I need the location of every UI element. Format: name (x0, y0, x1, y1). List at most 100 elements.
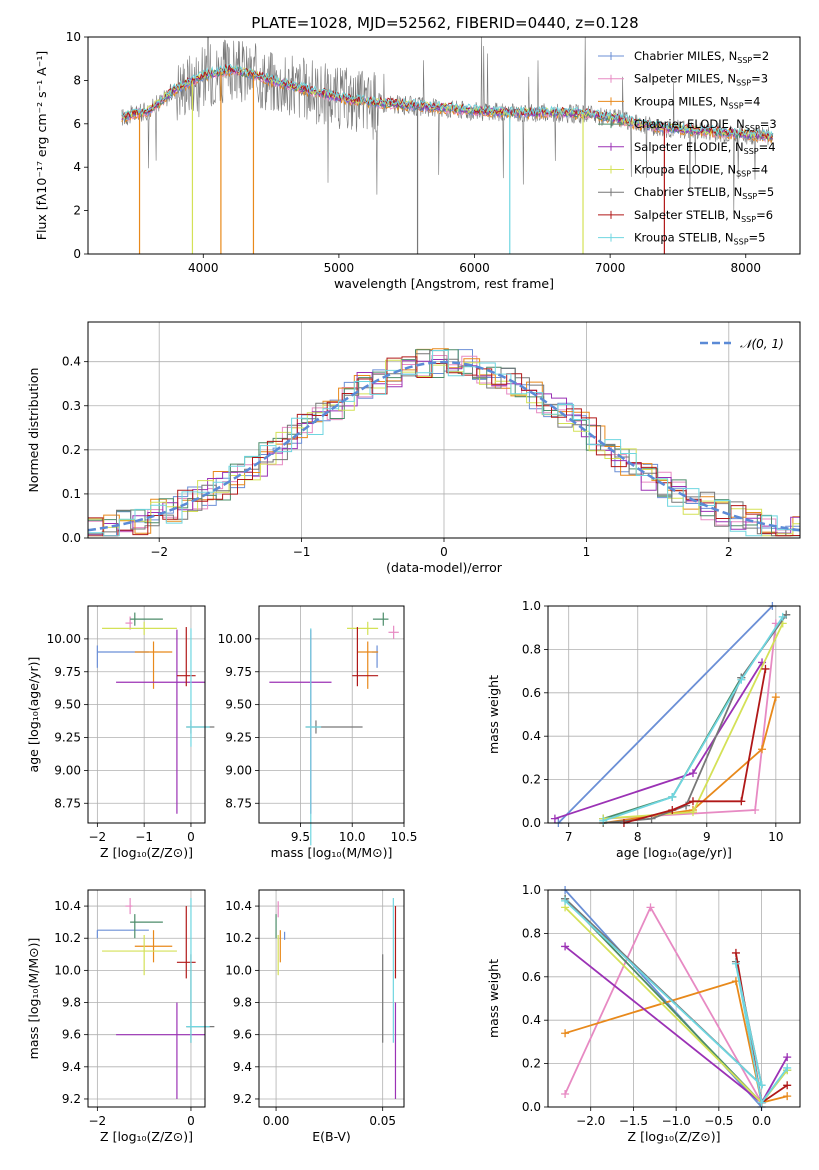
legend-entry: Kroupa STELIB, NSSP=5 (634, 231, 765, 247)
x-tick-label: 10.0 (339, 830, 366, 844)
y-tick-label: 9.00 (225, 763, 252, 777)
y-tick-label: 10.00 (218, 632, 252, 646)
kroupa_stelib-weight-marker (757, 1098, 766, 1107)
x-tick-label: −1.5 (619, 1114, 648, 1128)
x-tick-label: 9.5 (291, 830, 310, 844)
axes-frame (87, 36, 801, 255)
residuals-panel: −2 −1 0 1 2 0.0 0.1 0.2 0.3 0.4 (data-model)/error… (26, 321, 801, 575)
y-tick-label: 9.4 (233, 1060, 252, 1074)
x-axis-label: E(B-V) (312, 1129, 351, 1144)
axes: −2 0 9.2 9.4 9.6 9.8 10.0 10.2 10.4 Z [log₁₀(Z/Z⊙… (26, 889, 206, 1144)
x-tick-label: 0 (440, 545, 448, 559)
legend-entry: Salpeter ELODIE, NSSP=4 (634, 140, 776, 156)
y-tick-label: 0.0 (522, 816, 541, 830)
salpeter_elodie-weight-marker (688, 769, 697, 778)
kroupa_miles-weight-marker (561, 1029, 570, 1038)
axes-frame (547, 889, 801, 1108)
x-tick-label: 4000 (188, 261, 219, 275)
y-tick-label: 9.00 (54, 763, 81, 777)
x-tick-label: 6000 (459, 261, 490, 275)
salpeter_elodie-weight-marker (783, 1053, 792, 1062)
legend-entry: Salpeter STELIB, NSSP=6 (634, 208, 773, 224)
normal-distribution-curve (87, 360, 801, 532)
x-tick-label: −1 (293, 545, 311, 559)
y-tick-label: 0.2 (522, 1057, 541, 1071)
x-tick-label: −1.0 (662, 1114, 691, 1128)
plot-area (96, 612, 215, 814)
legend-entry: Chabrier MILES, NSSP=2 (634, 49, 769, 65)
kroupa_stelib-weight-line (602, 616, 784, 822)
axes-frame (87, 321, 801, 539)
axes: −2.0 −1.5 −1.0 −0.5 0.0 0.0 0.2 0.4 0.6 0.8 1.0 Z [… (486, 883, 801, 1144)
y-tick-label: 0.4 (522, 1013, 541, 1027)
salpeter_miles-weight-marker (751, 805, 760, 814)
plot-area (561, 886, 792, 1111)
y-tick-label: 0.4 (62, 355, 81, 369)
legend: Chabrier MILES, NSSP=2 Salpeter MILES, NS… (598, 49, 777, 247)
salpeter_elodie-weight-marker (561, 942, 570, 951)
y-tick-label: 9.50 (54, 698, 81, 712)
x-tick-label: −1 (135, 830, 153, 844)
salpeter_stelib-weight-marker (688, 797, 697, 806)
x-axis-label: (data-model)/error (386, 560, 503, 575)
plot-area (121, 37, 774, 254)
y-tick-label: 9.50 (225, 698, 252, 712)
axes: −2 −1 0 1 2 0.0 0.1 0.2 0.3 0.4 (data-model)/error… (26, 321, 801, 575)
x-tick-label: −2 (89, 830, 107, 844)
plot-area (269, 612, 399, 846)
x-tick-label: 0.00 (263, 1114, 290, 1128)
x-axis-label: age [log₁₀(age/yr)] (616, 845, 732, 860)
x-tick-label: 2 (725, 545, 733, 559)
x-tick-label: 5000 (324, 261, 355, 275)
salpeter_stelib-weight-marker (761, 664, 770, 673)
spectrum-panel: 4000 5000 6000 7000 8000 0 2 4 6 8 10 wavelength [A… (34, 30, 801, 291)
y-axis-label: age [log₁₀(age/yr)] (26, 657, 41, 773)
kroupa_stelib-weight-marker (737, 675, 746, 684)
y-tick-label: 0 (73, 247, 81, 261)
y-tick-label: 9.4 (62, 1060, 81, 1074)
x-tick-label: 10 (768, 830, 783, 844)
kroupa_stelib-weight-marker (778, 612, 787, 621)
y-tick-label: 10.0 (225, 963, 252, 977)
y-tick-label: 1.0 (522, 883, 541, 897)
x-axis-label: mass [log₁₀(M/M⊙)] (271, 845, 393, 860)
mass-age-panel: 9.5 10.0 10.5 8.75 9.00 9.25 9.50 9.75 10.00 mass… (218, 605, 418, 860)
y-tick-label: 8.75 (54, 796, 81, 810)
axes-frame (87, 605, 206, 824)
kroupa_stelib-weight-marker (668, 792, 677, 801)
plot-area (275, 898, 397, 1099)
y-tick-label: 9.75 (225, 665, 252, 679)
y-axis-label: mass weight (486, 959, 501, 1038)
x-tick-label: 0 (187, 1114, 195, 1128)
salpeter_elodie-weight-marker (550, 814, 559, 823)
axes: 0.00 0.05 9.2 9.4 9.6 9.8 10.0 10.2 10.4 E(B-V) (225, 889, 405, 1144)
x-tick-label: −0.5 (704, 1114, 733, 1128)
y-tick-label: 9.8 (233, 996, 252, 1010)
y-tick-label: 6 (73, 117, 81, 131)
y-tick-label: 0.8 (522, 642, 541, 656)
x-tick-label: 0 (187, 830, 195, 844)
x-axis-label: Z [log₁₀(Z/Z⊙)] (100, 845, 193, 860)
y-tick-label: 9.2 (62, 1092, 81, 1106)
kroupa_stelib-weight-marker (731, 959, 740, 968)
axes: 9.5 10.0 10.5 8.75 9.00 9.25 9.50 9.75 10.00 mass… (218, 605, 418, 860)
y-tick-label: 0.2 (522, 773, 541, 787)
ebv-mass-panel: 0.00 0.05 9.2 9.4 9.6 9.8 10.0 10.2 10.4 E(B-V) (225, 889, 405, 1144)
legend-entry: 𝒩(0, 1) (740, 337, 784, 351)
age-weight-panel: 7 8 9 10 0.0 0.2 0.4 0.6 0.8 1.0 age [log₁₀(age/yr… (486, 599, 801, 860)
x-tick-label: 10.5 (391, 830, 418, 844)
chabrier_stelib-histogram (88, 350, 800, 537)
axes-frame (258, 605, 405, 824)
y-tick-label: 8 (73, 73, 81, 87)
y-tick-label: 4 (73, 160, 81, 174)
legend-entry: Kroupa ELODIE, NSSP=4 (634, 163, 768, 179)
kroupa_miles-weight-marker (758, 745, 767, 754)
y-tick-label: 9.75 (54, 665, 81, 679)
y-tick-label: 10.2 (54, 931, 81, 945)
y-tick-label: 9.25 (54, 731, 81, 745)
kroupa_stelib-weight-marker (783, 1063, 792, 1072)
y-tick-label: 9.6 (62, 1028, 81, 1042)
legend-entry: Salpeter MILES, NSSP=3 (634, 72, 768, 88)
y-tick-label: 0.4 (522, 729, 541, 743)
